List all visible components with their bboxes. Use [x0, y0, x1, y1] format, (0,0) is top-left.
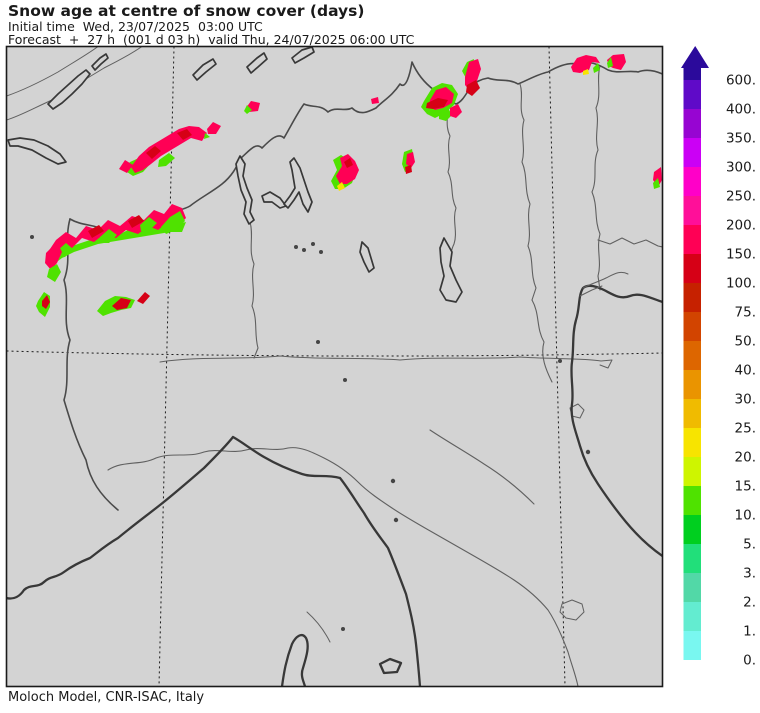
snow-patch-red	[177, 129, 192, 140]
snow-patch-green	[50, 222, 186, 264]
snow-patch-red	[344, 158, 353, 168]
colorbar-tick-label: 75.	[735, 305, 756, 321]
graticule-gridlines	[6, 46, 663, 687]
snow-patch-pink	[450, 104, 462, 118]
snow-patch-red	[405, 165, 412, 174]
forecast-valid-line: Forecast + 27 h (001 d 03 h) valid Thu, …	[8, 32, 415, 47]
colorbar-segment	[683, 312, 701, 341]
snow-patch-green	[57, 243, 73, 258]
colorbar-segment	[683, 138, 701, 167]
colorbar-segment	[683, 196, 701, 225]
colorbar-segment	[683, 457, 701, 486]
colorbar-segment	[683, 428, 701, 457]
map-dots	[30, 235, 591, 631]
snow-patch-red	[88, 225, 104, 238]
colorbar-tick-label: 600.	[726, 73, 756, 89]
colorbar-tick-label: 2.	[743, 595, 756, 611]
snow-patch-green	[204, 133, 210, 139]
snow-patch-pink	[207, 122, 221, 134]
colorbar-segment	[683, 167, 701, 196]
colorbar-tick-label: 15.	[735, 479, 756, 495]
snow-patch-green	[593, 63, 600, 73]
snow-patch-green	[158, 153, 175, 167]
snow-patch-green	[439, 108, 452, 121]
colorbar-segment	[683, 602, 701, 631]
snow-patch-red	[42, 295, 50, 309]
snow-patch-pink	[571, 55, 600, 73]
page-title: Snow age at centre of snow cover (days)	[8, 2, 365, 20]
colorbar-segment	[683, 283, 701, 312]
snow-patch-red	[112, 298, 131, 310]
snow-patches	[36, 54, 662, 317]
map-frame	[5, 45, 664, 688]
colorbar-tick-label: 350.	[726, 131, 756, 147]
colorbar-segment	[683, 399, 701, 428]
colorbar-segment	[683, 515, 701, 544]
snow-patch-red	[146, 146, 161, 159]
colorbar-segment	[683, 573, 701, 602]
snow-patch-pink	[119, 160, 133, 173]
colorbar-segment	[683, 631, 701, 660]
initial-time-line: Initial time Wed, 23/07/2025 03:00 UTC	[8, 19, 263, 34]
snow-patch-pink	[465, 59, 481, 91]
colorbar-tick-label: 150.	[726, 247, 756, 263]
model-credit: Moloch Model, CNR-ISAC, Italy	[8, 690, 205, 705]
snow-patch-green	[47, 264, 61, 282]
snow-patch-green	[607, 57, 613, 68]
snow-patch-pink	[45, 244, 62, 270]
snow-patch-pink	[131, 126, 207, 173]
po-river	[159, 355, 613, 369]
colorbar-segment	[683, 109, 701, 138]
colorbar-tick-label: 250.	[726, 189, 756, 205]
colorbar-arrow	[681, 46, 709, 68]
snow-patch-green	[161, 211, 185, 234]
colorbar-tick-label: 50.	[735, 334, 756, 350]
colorbar-tick-label: 30.	[735, 392, 756, 408]
map-background	[6, 46, 663, 687]
regional-borders	[107, 65, 663, 687]
colorbar-tick-label: 3.	[743, 566, 756, 582]
snow-patch-pink	[406, 152, 415, 168]
snow-patch-yellow	[583, 69, 589, 75]
colorbar-tick-label: 300.	[726, 160, 756, 176]
snow-patch-pink	[371, 97, 379, 104]
snow-patch-green	[244, 105, 252, 114]
colorbar-tick-label: 400.	[726, 102, 756, 118]
snow-patch-green	[100, 229, 117, 243]
snow-patch-pink	[48, 204, 186, 260]
colorbar-tick-label: 25.	[735, 421, 756, 437]
colorbar-segment	[683, 254, 701, 283]
snow-patch-pink	[336, 154, 359, 184]
colorbar-segment	[683, 80, 701, 109]
snow-patch-red	[426, 98, 448, 109]
colorbar-segment	[683, 370, 701, 399]
colorbar-tick-label: 100.	[726, 276, 756, 292]
colorbar-segment	[683, 225, 701, 254]
snow-patch-yellow	[337, 182, 345, 191]
snow-patch-green	[653, 178, 660, 189]
colorbar-tick-label: 200.	[726, 218, 756, 234]
colorbar-segment	[683, 486, 701, 515]
coastlines	[6, 271, 663, 687]
snow-patch-red	[137, 292, 150, 304]
snow-patch-red	[128, 215, 144, 228]
colorbar-tick-label: 0.	[743, 653, 756, 669]
snow-patch-red	[466, 80, 480, 96]
colorbar-tick-label: 1.	[743, 624, 756, 640]
colorbar-segment	[683, 544, 701, 573]
colorbar-arrow-base	[683, 66, 701, 80]
lakes	[7, 46, 463, 303]
colorbar-tick-label: 5.	[743, 537, 756, 553]
colorbar-segment	[683, 341, 701, 370]
colorbar-tick-label: 20.	[735, 450, 756, 466]
colorbar-tick-label: 10.	[735, 508, 756, 524]
snow-patch-green	[140, 217, 157, 231]
colorbar-tick-label: 40.	[735, 363, 756, 379]
